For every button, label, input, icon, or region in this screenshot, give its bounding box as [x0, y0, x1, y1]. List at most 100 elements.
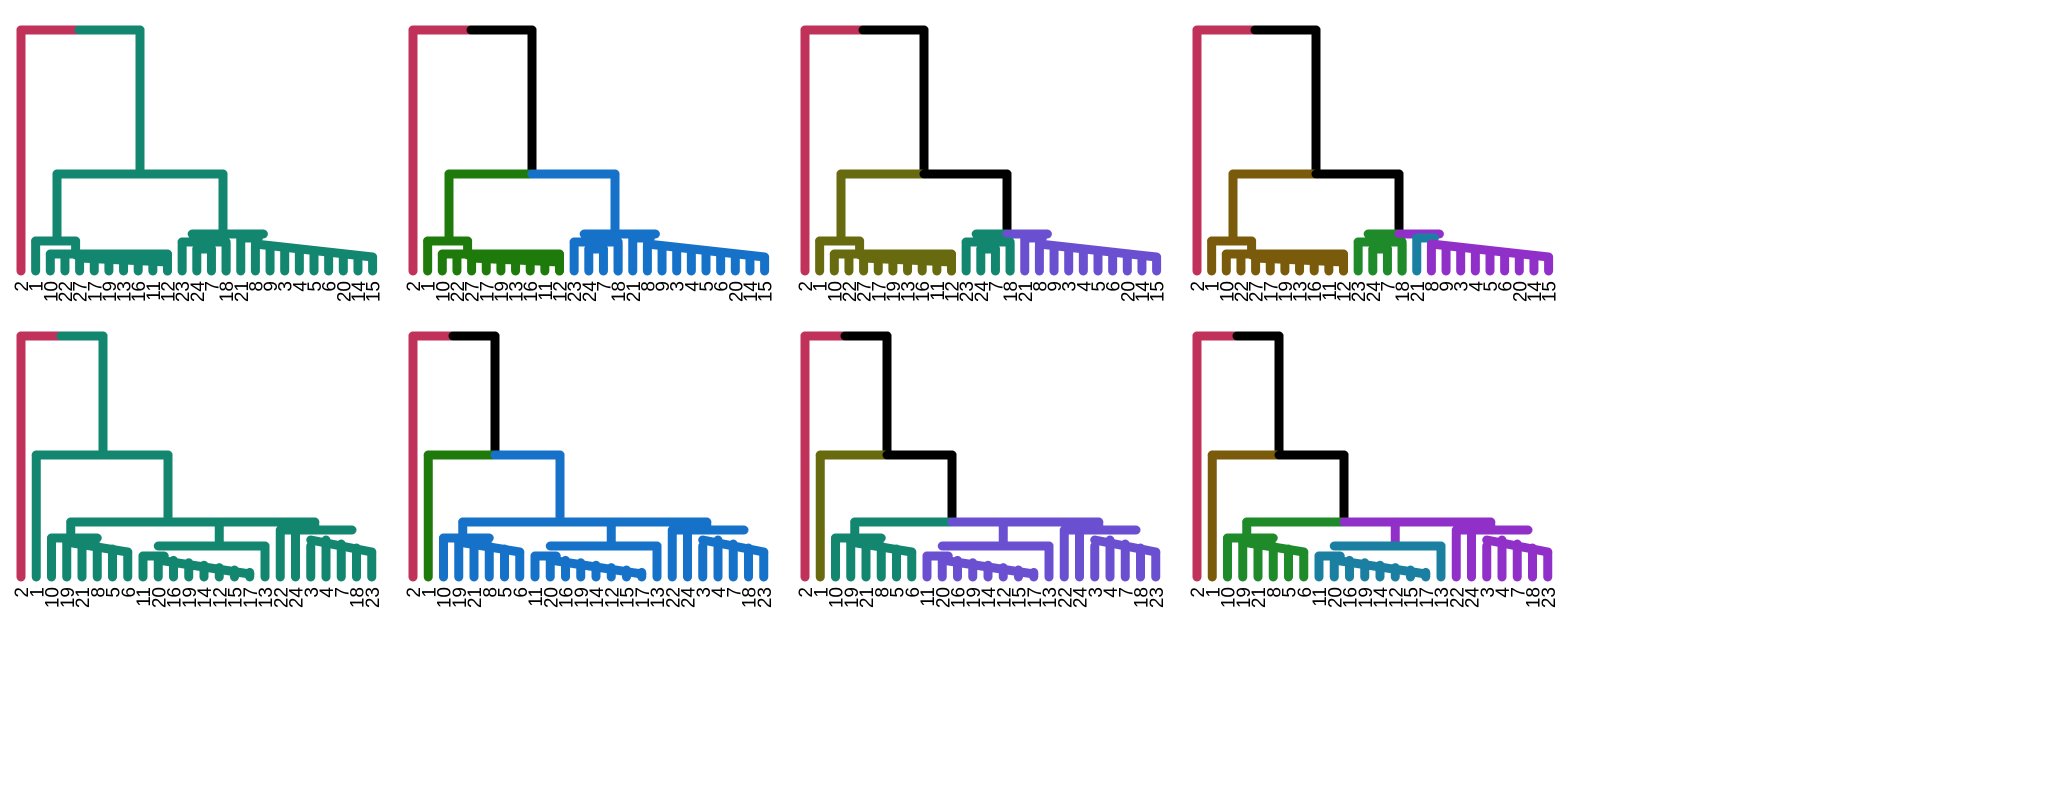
leaf-label: 15 — [756, 281, 777, 302]
dendrogram-branch — [467, 253, 564, 267]
leaf-label: 19 — [884, 281, 905, 302]
dendrogram-branch — [306, 535, 377, 557]
leaf-label: 2 — [404, 281, 425, 292]
leaf-label: 13 — [899, 281, 920, 302]
leaf-label: 23 — [1539, 587, 1560, 608]
leaf-label: 5 — [496, 587, 517, 598]
leaf-label: 8 — [88, 587, 109, 598]
dendrogram-branch — [1090, 535, 1161, 557]
leaf-label: 2 — [404, 587, 425, 598]
leaf-label: 24 — [679, 587, 700, 609]
leaf-label: 5 — [888, 587, 909, 598]
leaf-label: 10 — [1219, 587, 1240, 608]
dendrogram-branch — [454, 537, 525, 557]
leaf-label: 14 — [1133, 281, 1154, 303]
leaf-label: 16 — [1341, 587, 1362, 608]
leaf-label: 13 — [507, 281, 528, 302]
leaf-label: 15 — [1540, 281, 1561, 302]
leaf-label: 15 — [1402, 587, 1423, 608]
leaf-label: 7 — [986, 281, 1007, 292]
leaf-label: 12 — [943, 281, 964, 302]
leaf-label: 17 — [1261, 281, 1282, 302]
dendrogram-branch — [859, 253, 956, 267]
leaf-label: 17 — [85, 281, 106, 302]
leaf-label: 21 — [465, 587, 486, 608]
leaf-label: 16 — [165, 587, 186, 608]
leaf-label: 2 — [1188, 281, 1209, 292]
leaf-label: 1 — [27, 587, 48, 598]
leaf-label: 23 — [173, 281, 194, 302]
leaf-label: 11 — [144, 281, 165, 301]
leaf-label: 12 — [210, 587, 231, 608]
leaf-label: 24 — [972, 281, 993, 303]
leaf-label: 17 — [1025, 587, 1046, 608]
top-row-panel-2: 2110222717191316111223247182189345620141… — [404, 25, 777, 303]
leaf-label: 27 — [463, 281, 484, 302]
leaf-label: 11 — [1310, 587, 1331, 607]
dendrogram-branch — [1426, 239, 1554, 262]
leaf-label: 3 — [1452, 281, 1473, 292]
leaf-label: 17 — [869, 281, 890, 302]
top-row-panel-3: 2110222717191316111223247182189345620141… — [796, 25, 1169, 303]
leaf-label: 14 — [1371, 587, 1392, 609]
leaf-label: 12 — [1335, 281, 1356, 302]
leaf-label: 22 — [663, 587, 684, 608]
leaf-label: 13 — [648, 587, 669, 608]
leaf-label: 23 — [565, 281, 586, 302]
dendrogram-branch — [846, 537, 917, 557]
leaf-label: 1 — [419, 587, 440, 598]
leaf-label: 16 — [129, 281, 150, 302]
leaf-label: 4 — [709, 587, 730, 598]
leaf-label: 15 — [364, 281, 385, 302]
leaf-label: 19 — [450, 587, 471, 608]
leaf-label: 27 — [855, 281, 876, 302]
leaf-label: 5 — [305, 281, 326, 292]
leaf-label: 1 — [27, 281, 48, 292]
leaf-label: 22 — [1055, 587, 1076, 608]
leaf-label: 27 — [1247, 281, 1268, 302]
leaf-label: 6 — [1104, 281, 1125, 292]
leaf-label: 1 — [811, 281, 832, 292]
leaf-label: 15 — [1010, 587, 1031, 608]
leaf-label: 7 — [1116, 587, 1137, 598]
leaf-label: 21 — [232, 281, 253, 302]
leaf-label: 18 — [1001, 281, 1022, 302]
leaf-label: 19 — [492, 281, 513, 302]
leaf-label: 5 — [1089, 281, 1110, 292]
leaf-label: 8 — [1030, 281, 1051, 292]
leaf-label: 4 — [1466, 281, 1487, 292]
leaf-label: 22 — [840, 281, 861, 302]
leaf-label: 9 — [1045, 281, 1066, 292]
leaf-label: 13 — [1291, 281, 1312, 302]
leaf-label: 24 — [1463, 587, 1484, 609]
leaf-label: 5 — [104, 587, 125, 598]
leaf-label: 16 — [557, 587, 578, 608]
leaf-label: 13 — [115, 281, 136, 302]
leaf-label: 10 — [43, 587, 64, 608]
leaf-label: 24 — [580, 281, 601, 303]
leaf-label: 2 — [12, 587, 33, 598]
leaf-label: 21 — [73, 587, 94, 608]
leaf-label: 6 — [1496, 281, 1517, 292]
leaf-label: 20 — [726, 281, 747, 302]
leaf-label: 8 — [480, 587, 501, 598]
leaf-label: 3 — [694, 587, 715, 598]
leaf-label: 13 — [1040, 587, 1061, 608]
leaf-label: 20 — [541, 587, 562, 608]
leaf-label: 2 — [12, 281, 33, 292]
leaf-label: 14 — [741, 281, 762, 303]
leaf-label: 21 — [1249, 587, 1270, 608]
leaf-label: 10 — [435, 587, 456, 608]
leaf-label: 21 — [1408, 281, 1429, 302]
leaf-label: 11 — [918, 587, 939, 607]
leaf-label: 14 — [349, 281, 370, 303]
leaf-label: 7 — [724, 587, 745, 598]
leaf-label: 4 — [290, 281, 311, 292]
dendrogram-branch — [545, 555, 647, 579]
leaf-label: 13 — [256, 587, 277, 608]
leaf-label: 14 — [587, 587, 608, 609]
leaf-label: 16 — [913, 281, 934, 302]
leaf-label: 20 — [1118, 281, 1139, 302]
leaf-label: 11 — [134, 587, 155, 607]
